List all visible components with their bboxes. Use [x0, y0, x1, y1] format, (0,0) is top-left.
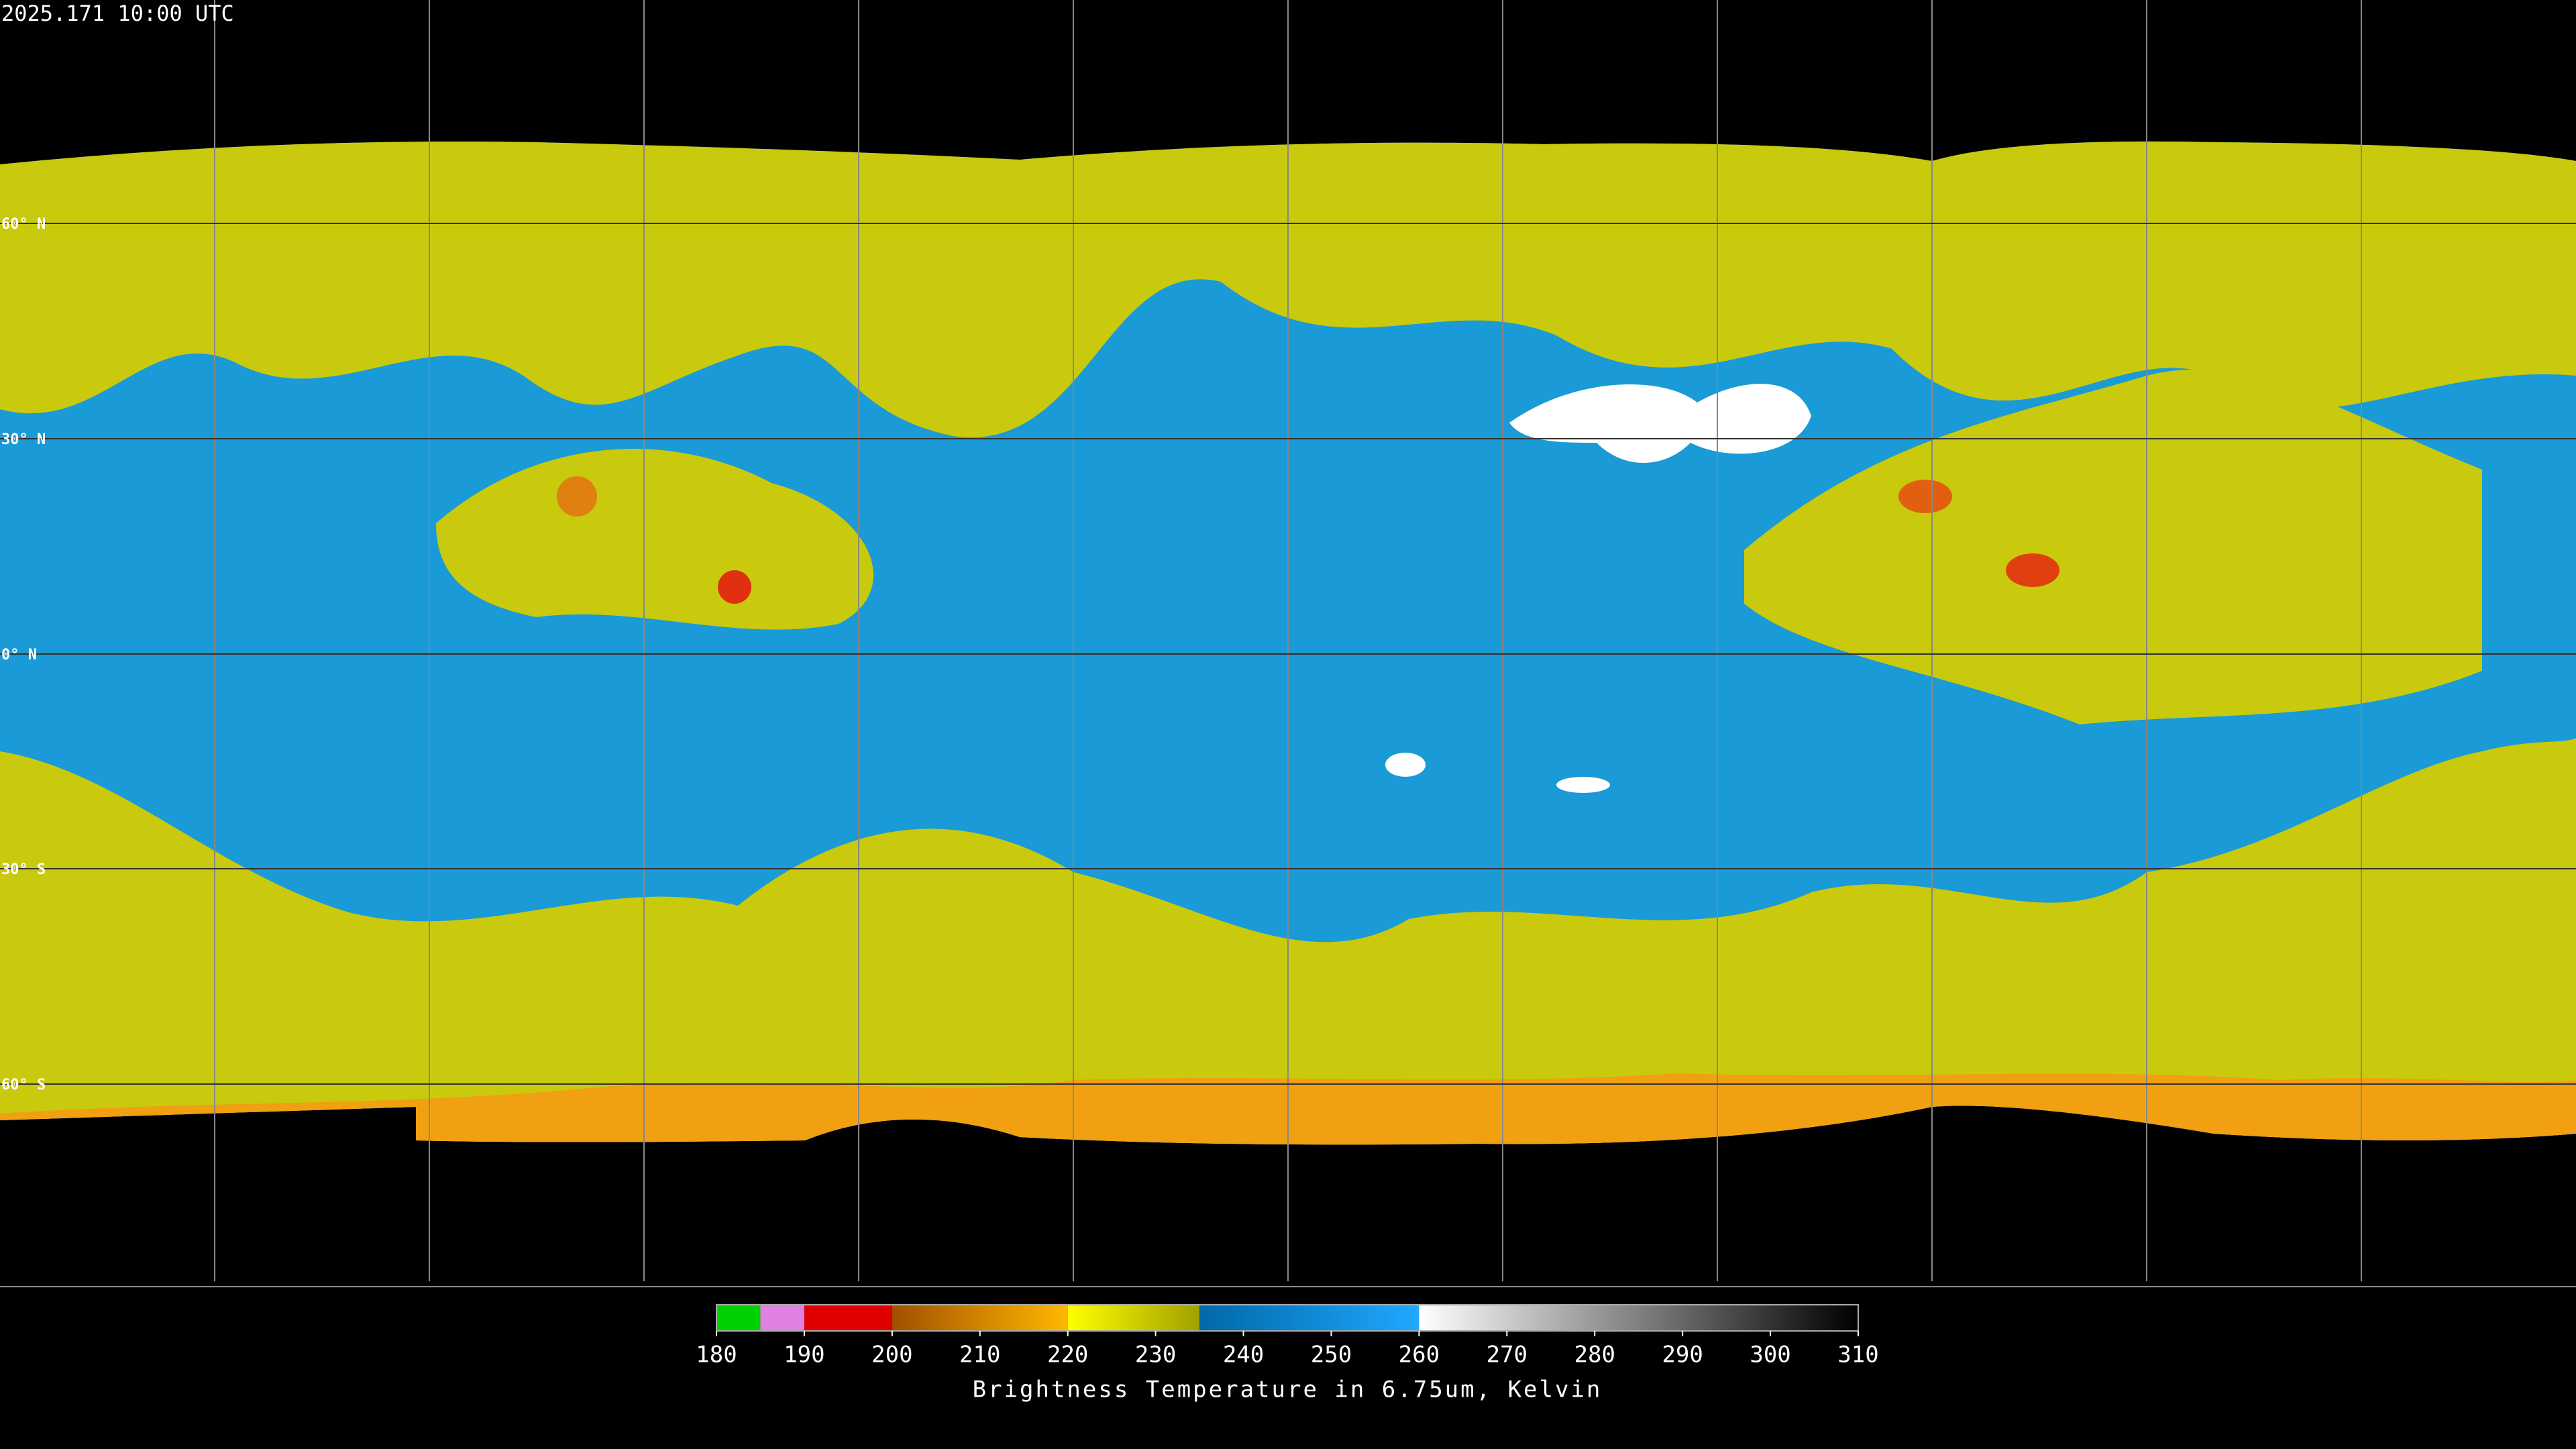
colorbar-tick-label: 220 — [1047, 1342, 1088, 1368]
colorbar-tick-label: 300 — [1750, 1342, 1790, 1368]
dry-region — [1385, 753, 1426, 777]
lat-labels: 60° N 30° N 0° N 30° S 60° S — [1, 216, 46, 1093]
colorbar: 180 190 200 210 220 230 240 250 260 270 280 290 300 3… — [696, 1304, 1879, 1403]
lat-label: 0° N — [1, 647, 37, 663]
colorbar-label: Brightness Temperature in 6.75um, Kelvin — [973, 1377, 1603, 1403]
lat-label: 30° N — [1, 431, 46, 448]
colorbar-tick-label: 240 — [1223, 1342, 1264, 1368]
colorbar-tick-label: 190 — [784, 1342, 824, 1368]
graticule — [0, 0, 2576, 1287]
timestamp: 2025.171 10:00 UTC — [1, 1, 234, 26]
colorbar-tick-label: 270 — [1487, 1342, 1527, 1368]
convection — [718, 570, 751, 604]
colorbar-frame — [716, 1304, 1859, 1332]
convection — [2006, 553, 2059, 587]
colorbar-tick-label: 260 — [1399, 1342, 1440, 1368]
colorbar-tick-label: 200 — [871, 1342, 912, 1368]
lat-label: 60° S — [1, 1077, 46, 1093]
colorbar-segment — [760, 1305, 804, 1331]
colorbar-tick-label: 280 — [1574, 1342, 1615, 1368]
lat-label: 60° N — [1, 216, 46, 233]
colorbar-tick-label: 310 — [1837, 1342, 1878, 1368]
colorbar-segment — [1199, 1305, 1419, 1331]
colorbar-tick-label: 290 — [1662, 1342, 1703, 1368]
colorbar-segment — [1419, 1305, 1858, 1331]
moist-region — [436, 449, 874, 630]
colorbar-tick-label: 180 — [696, 1342, 737, 1368]
convection — [557, 476, 597, 517]
lat-label: 30° S — [1, 861, 46, 878]
dry-region — [1556, 777, 1610, 793]
colorbar-segment — [892, 1305, 1068, 1331]
dry-region — [1509, 384, 1811, 463]
colorbar-tick-label: 250 — [1311, 1342, 1352, 1368]
convection — [1898, 480, 1952, 513]
colorbar-segment — [1067, 1305, 1200, 1331]
colorbar-segment — [804, 1305, 892, 1331]
moist-region — [1744, 369, 2482, 724]
colorbar-tick-label: 230 — [1135, 1342, 1176, 1368]
colorbar-tick-label: 210 — [959, 1342, 1000, 1368]
colorbar-segment — [716, 1305, 761, 1331]
